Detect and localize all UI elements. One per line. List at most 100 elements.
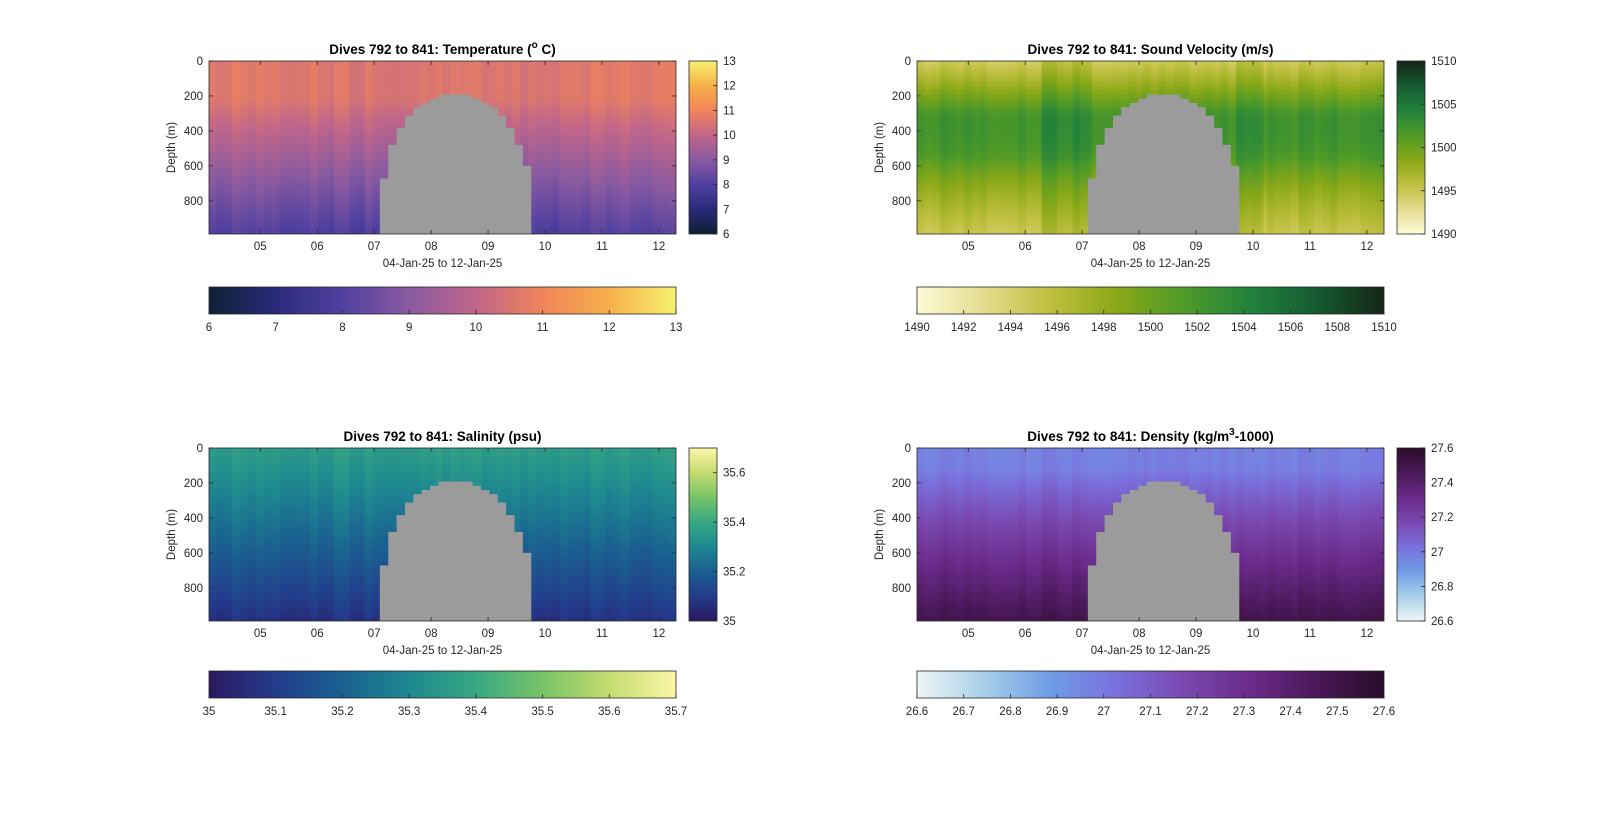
heatmap-cell — [244, 192, 249, 198]
heatmap-cell — [582, 126, 588, 132]
heatmap-cell — [345, 143, 350, 149]
heatmap-cell — [391, 139, 397, 144]
heatmap-cell — [271, 217, 276, 223]
heatmap-cell — [228, 143, 233, 149]
heatmap-cell — [275, 110, 280, 116]
heatmap-cell — [621, 151, 627, 157]
heatmap-cell — [551, 196, 556, 202]
heatmap-cell — [664, 122, 669, 128]
heatmap-cell — [279, 192, 284, 198]
heatmap-cell — [555, 180, 560, 186]
heatmap-cell — [594, 126, 599, 132]
heatmap-cell — [574, 159, 580, 165]
heatmap-cell — [220, 118, 226, 124]
heatmap-cell — [298, 180, 303, 186]
heatmap-cell — [282, 225, 288, 231]
heatmap-cell — [341, 209, 346, 215]
heatmap-cell — [267, 225, 272, 231]
heatmap-cell — [539, 180, 545, 186]
heatmap-cell — [380, 85, 385, 91]
heatmap-cell — [473, 61, 479, 66]
heatmap-cell — [255, 180, 261, 186]
heatmap-cell — [528, 98, 533, 103]
heatmap-cell — [450, 69, 455, 74]
heatmap-cell — [228, 213, 233, 219]
heatmap-cell — [341, 131, 346, 136]
heatmap-cell — [570, 163, 576, 169]
heatmap-cell — [341, 151, 346, 157]
heatmap-cell — [640, 61, 646, 66]
heatmap-cell — [602, 180, 607, 186]
heatmap-cell — [567, 65, 572, 70]
heatmap-cell — [247, 81, 253, 87]
heatmap-cell — [337, 151, 342, 157]
heatmap-cell — [458, 73, 463, 79]
heatmap-cell — [317, 229, 323, 234]
heatmap-cell — [349, 77, 354, 83]
heatmap-cell — [329, 126, 335, 132]
heatmap-cell — [391, 89, 397, 95]
heatmap-cell — [337, 213, 342, 219]
heatmap-cell — [372, 213, 377, 219]
heatmap-cell — [668, 122, 673, 128]
heatmap-cell — [520, 139, 525, 144]
heatmap-cell — [512, 81, 518, 87]
heatmap-cell — [349, 201, 354, 206]
heatmap-cell — [224, 180, 230, 186]
heatmap-cell — [352, 192, 358, 198]
heatmap-cell — [563, 118, 568, 124]
heatmap-cell — [290, 114, 296, 120]
heatmap-cell — [640, 102, 646, 107]
heatmap-cell — [512, 122, 518, 128]
heatmap-cell — [314, 184, 319, 190]
heatmap-cell — [547, 61, 553, 66]
heatmap-cell — [228, 114, 233, 120]
heatmap-cell — [664, 61, 669, 66]
heatmap-cell — [232, 139, 237, 144]
heatmap-cell — [625, 217, 630, 223]
heatmap-cell — [232, 106, 237, 112]
heatmap-cell — [629, 135, 634, 140]
heatmap-cell — [267, 209, 272, 215]
heatmap-cell — [306, 176, 311, 182]
heatmap-cell — [224, 209, 230, 215]
heatmap-cell — [364, 184, 370, 190]
heatmap-cell — [364, 106, 370, 112]
heatmap-cell — [368, 77, 374, 83]
heatmap-cell — [302, 196, 307, 202]
heatmap-cell — [310, 93, 315, 99]
heatmap-cell — [617, 147, 623, 153]
heatmap-cell — [652, 229, 658, 234]
heatmap-cell — [325, 110, 331, 116]
heatmap-cell — [236, 89, 241, 95]
heatmap-cell — [547, 229, 553, 234]
heatmap-cell — [298, 118, 303, 124]
heatmap-cell — [356, 77, 362, 83]
heatmap-cell — [356, 118, 362, 124]
heatmap-cell — [535, 168, 541, 173]
heatmap-cell — [532, 225, 537, 231]
heatmap-cell — [637, 213, 642, 219]
heatmap-cell — [512, 93, 518, 99]
heatmap-cell — [352, 163, 358, 169]
heatmap-cell — [578, 135, 584, 140]
heatmap-cell — [247, 118, 253, 124]
heatmap-cell — [539, 118, 545, 124]
heatmap-cell — [539, 155, 545, 161]
heatmap-cell — [376, 135, 381, 140]
heatmap-cell — [473, 77, 479, 83]
heatmap-cell — [341, 77, 346, 83]
heatmap-cell — [528, 147, 533, 153]
heatmap-cell — [403, 93, 409, 99]
heatmap-cell — [621, 73, 627, 79]
heatmap-cell — [337, 176, 342, 182]
heatmap-cell — [212, 229, 218, 234]
heatmap-cell — [360, 65, 366, 70]
heatmap-cell — [559, 213, 564, 219]
heatmap-cell — [574, 184, 580, 190]
heatmap-cell — [512, 98, 518, 103]
heatmap-cell — [660, 73, 665, 79]
heatmap-cell — [430, 81, 436, 87]
heatmap-cell — [613, 172, 619, 177]
heatmap-cell — [613, 229, 619, 234]
